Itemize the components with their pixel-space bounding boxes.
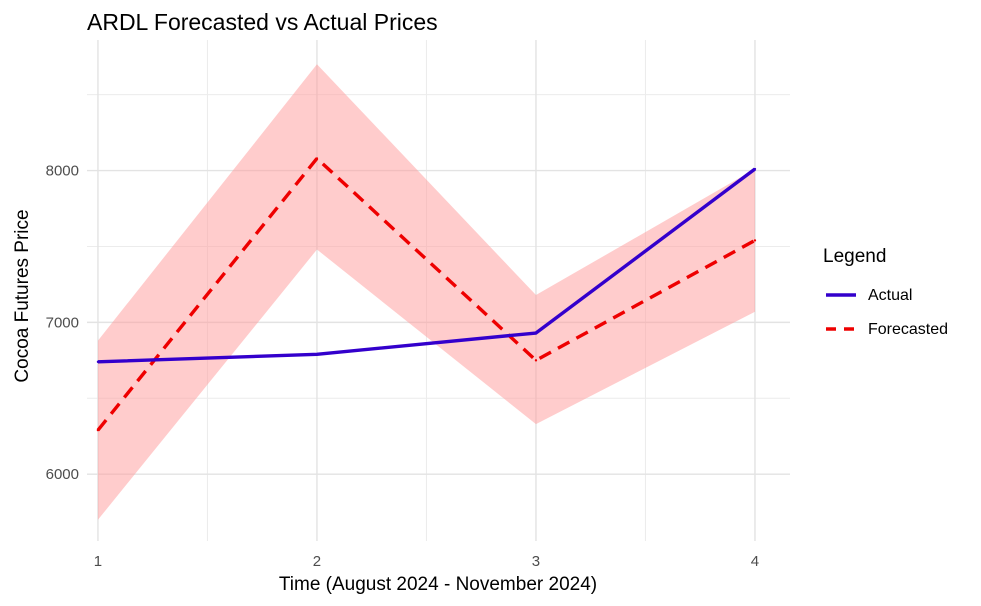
y-axis-title: Cocoa Futures Price: [12, 209, 33, 382]
data-point-forecasted: [753, 239, 757, 242]
data-point-actual: [534, 331, 538, 335]
legend-label-actual: Actual: [868, 287, 912, 304]
data-point-forecasted: [315, 157, 319, 160]
legend-title: Legend: [823, 246, 886, 267]
series-line-forecasted: [96, 156, 756, 432]
data-point-forecasted: [96, 428, 100, 432]
y-tick-label: 8000: [46, 163, 79, 180]
x-tick-label: 1: [94, 553, 102, 570]
data-point-forecasted: [534, 359, 538, 362]
x-tick-label: 3: [532, 553, 540, 570]
y-tick-label: 7000: [46, 314, 79, 331]
chart-title: ARDL Forecasted vs Actual Prices: [87, 9, 438, 35]
data-point-actual: [96, 360, 100, 364]
x-tick-label: 2: [313, 553, 321, 570]
legend-label-forecasted: Forecasted: [868, 321, 948, 338]
series-line-actual: [97, 167, 756, 364]
data-point-actual: [315, 353, 319, 356]
data-point-actual: [753, 167, 757, 171]
y-tick-label: 6000: [46, 466, 79, 483]
plot-panel: 1 2 3 4 6000 7000 8000: [46, 40, 790, 570]
x-tick-label: 4: [751, 553, 759, 570]
legend: Legend Actual Forecasted: [823, 246, 948, 338]
x-axis-title: Time (August 2024 - November 2024): [279, 574, 597, 595]
forecast-band: [97, 64, 755, 520]
